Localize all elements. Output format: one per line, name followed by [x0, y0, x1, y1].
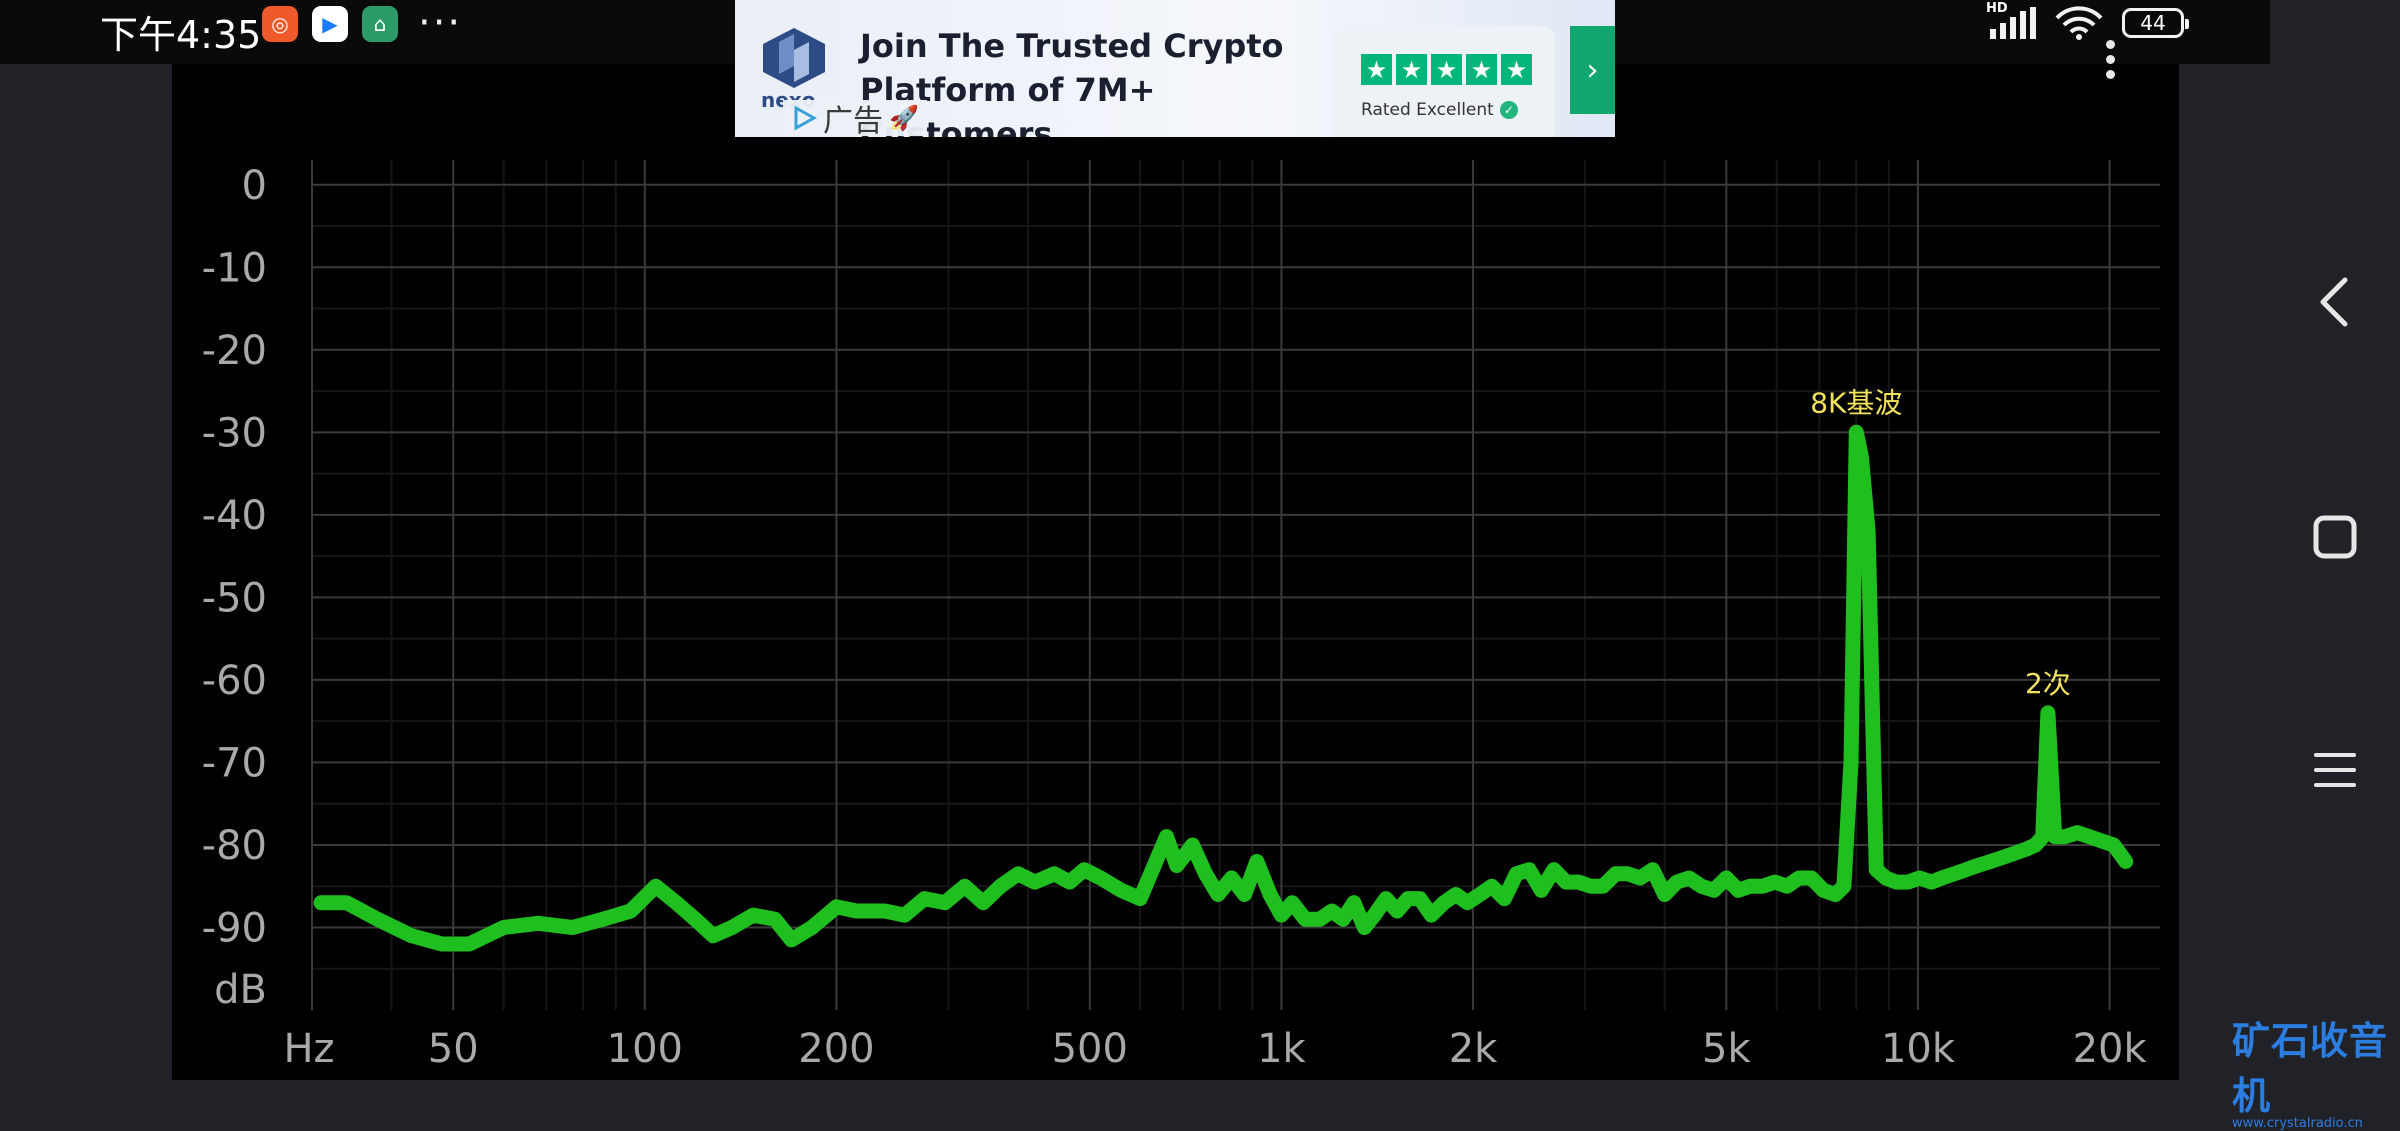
y-tick-label: -70 — [202, 740, 267, 786]
y-tick-label: -50 — [202, 575, 267, 621]
ad-headline: Join The Trusted Crypto Platform of 7M+ … — [860, 24, 1330, 137]
watermark-url: www.crystalradio.cn — [2232, 1116, 2400, 1131]
ad-headline-line2: Platform of 7M+ Customers — [860, 68, 1330, 137]
x-tick-label: 10k — [1881, 1026, 1956, 1072]
overflow-menu-icon[interactable] — [2102, 40, 2118, 90]
y-tick-label: -10 — [202, 245, 267, 291]
ad-arrow-button[interactable]: › — [1570, 26, 1615, 114]
navigation-bar — [2270, 0, 2400, 1080]
ad-choices[interactable]: 广告 🚀 — [783, 100, 927, 136]
back-icon — [2315, 276, 2355, 328]
y-tick-label: -20 — [202, 328, 267, 374]
ad-rating: ★ ★ ★ ★ ★ Rated Excellent ✓ — [1333, 26, 1555, 137]
y-tick-label: -60 — [202, 658, 267, 704]
x-axis-unit: Hz — [283, 1026, 334, 1072]
y-axis-labels: 0 -10 -20 -30 -40 -50 -60 -70 -80 -90 — [202, 163, 267, 952]
rating-star-icon: ★ — [1501, 54, 1532, 85]
peak-annotation: 2次 — [2025, 667, 2071, 700]
x-tick-label: 2k — [1449, 1026, 1498, 1072]
watermark-logo: 矿石收音机 — [2232, 1010, 2400, 1120]
y-tick-label: -90 — [202, 905, 267, 951]
y-axis-unit: dB — [214, 967, 267, 1013]
recents-button[interactable] — [2270, 720, 2400, 820]
x-tick-label: 20k — [2073, 1026, 2148, 1072]
peak-annotation: 8K基波 — [1810, 386, 1902, 419]
x-tick-label: 5k — [1702, 1026, 1751, 1072]
ad-banner[interactable]: nexo Join The Trusted Crypto Platform of… — [735, 0, 1615, 137]
rating-star-icon: ★ — [1431, 54, 1462, 85]
nexo-logo — [759, 26, 829, 90]
spectrum-chart: 0 -10 -20 -30 -40 -50 -60 -70 -80 -90 50 100 200 500… — [0, 0, 2400, 1080]
rating-stars: ★ ★ ★ ★ ★ — [1361, 54, 1532, 85]
ad-headline-line1: Join The Trusted Crypto — [860, 24, 1330, 68]
x-tick-label: 200 — [798, 1026, 874, 1072]
y-tick-label: -80 — [202, 823, 267, 869]
x-tick-label: 1k — [1257, 1026, 1306, 1072]
rating-text: Rated Excellent — [1361, 100, 1494, 120]
x-tick-label: 100 — [607, 1026, 683, 1072]
y-tick-label: -30 — [202, 410, 267, 456]
x-tick-label: 50 — [428, 1026, 479, 1072]
y-tick-label: 0 — [242, 163, 267, 209]
x-tick-label: 500 — [1052, 1026, 1128, 1072]
y-tick-label: -40 — [202, 493, 267, 539]
site-watermark: 矿石收音机 www.crystalradio.cn — [2232, 1010, 2400, 1080]
spectrum-line — [321, 432, 2126, 944]
rating-star-icon: ★ — [1466, 54, 1497, 85]
rating-star-icon: ★ — [1361, 54, 1392, 85]
home-button[interactable] — [2270, 487, 2400, 587]
verified-check-icon: ✓ — [1500, 101, 1518, 119]
menu-icon — [2313, 750, 2357, 790]
rating-star-icon: ★ — [1396, 54, 1427, 85]
ad-choices-icon — [791, 105, 817, 131]
home-icon — [2312, 514, 2358, 560]
rating-row: Rated Excellent ✓ — [1361, 100, 1518, 120]
ad-label: 广告 — [823, 96, 883, 137]
x-axis-labels: 50 100 200 500 1k 2k 5k 10k 20k — [428, 1026, 2148, 1072]
rocket-icon: 🚀 — [889, 104, 919, 132]
back-button[interactable] — [2270, 252, 2400, 352]
